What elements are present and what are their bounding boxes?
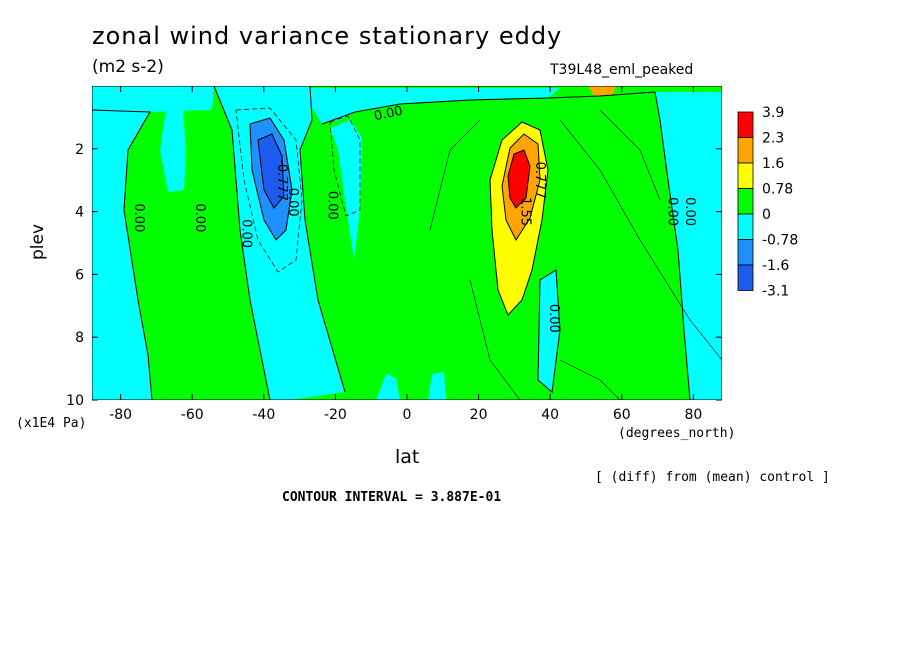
- x-tick-label: -80: [109, 407, 132, 423]
- band-fill-neg1-strip: [300, 88, 560, 124]
- colorbar-swatch: [737, 188, 754, 215]
- y-tick-label: 2: [75, 142, 84, 158]
- x-axis-label: lat: [395, 446, 420, 468]
- contour-label: 0.00: [324, 191, 339, 220]
- contour-field: [92, 86, 722, 400]
- colorbar-swatch: [737, 239, 754, 266]
- contour-interval: CONTOUR INTERVAL = 3.887E-01: [282, 490, 502, 505]
- x-tick-label: 80: [684, 407, 702, 423]
- difference-note: [ (diff) from (mean) control ]: [595, 470, 830, 485]
- contour-label: 1.55: [518, 197, 533, 226]
- contour-label: 0.777: [532, 162, 547, 199]
- y-tick-label: 4: [75, 205, 84, 221]
- contour-label: 0.00: [664, 197, 679, 226]
- colorbar-label: 3.9: [762, 105, 784, 121]
- band-fill-pos1-base: [92, 86, 722, 400]
- colorbar-label: -0.78: [762, 233, 798, 249]
- band-fill-neg3: [258, 134, 284, 208]
- band-fill-pos4: [508, 150, 530, 208]
- colorbar-swatch: [737, 137, 754, 164]
- band-fill-neg1-south: [214, 86, 345, 400]
- colorbar-swatch: [737, 111, 754, 138]
- band-fill-neg1-equator: [376, 372, 446, 400]
- contour-label: -0.777: [274, 159, 289, 201]
- run-label: T39L48_eml_peaked: [550, 62, 694, 78]
- colorbar-swatch: [737, 162, 754, 189]
- chart-units: (m2 s-2): [92, 57, 164, 77]
- y-axis-units: (x1E4 Pa): [16, 416, 87, 431]
- x-ticks: -80 -60 -40 -20 0 20 40 60 80: [109, 86, 702, 423]
- contour-label: 0.00: [192, 203, 207, 232]
- band-fill-neg1-ne: [655, 92, 722, 400]
- colorbar-label: -1.6: [762, 258, 789, 274]
- colorbar-swatch: [737, 213, 754, 240]
- colorbar: 3.9 2.3 1.6 0.78 0 -0.78 -1.6 -3.1: [737, 105, 798, 300]
- band-fill-pos-top: [588, 86, 616, 96]
- colorbar-label: 2.3: [762, 131, 784, 147]
- x-tick-label: 60: [613, 407, 631, 423]
- band-fill-neg1-west: [92, 86, 214, 400]
- y-tick-label: 8: [75, 330, 84, 346]
- y-tick-label: 10: [66, 393, 84, 409]
- x-tick-label: 40: [541, 407, 559, 423]
- colorbar-label: 0.78: [762, 182, 793, 198]
- x-tick-label: 0: [403, 407, 412, 423]
- band-fill-neg1-sw: [160, 96, 186, 192]
- colorbar-label: 1.6: [762, 156, 784, 172]
- contour-label: 0.00: [285, 188, 300, 217]
- x-tick-label: -20: [324, 407, 347, 423]
- x-axis-units: (degrees_north): [618, 426, 736, 441]
- x-tick-label: -60: [181, 407, 204, 423]
- contour-labels: 0.00 0.000.000.00 0.000.000.00 0.000.00-0.7…: [131, 104, 697, 333]
- contour-lines: [92, 86, 691, 400]
- dashed-contour-lines: [235, 107, 361, 273]
- colorbar-label: -3.1: [762, 284, 789, 300]
- x-tick-label: -40: [252, 407, 275, 423]
- chart-title: zonal wind variance stationary eddy: [92, 22, 563, 50]
- colorbar-swatch: [737, 264, 754, 291]
- x-tick-label: 20: [470, 407, 488, 423]
- band-fill-neg1-tropics: [330, 120, 362, 260]
- contour-label: 0.00: [131, 203, 146, 232]
- colorbar-label: 0: [762, 207, 771, 223]
- y-ticks: 2 4 6 8 10: [66, 142, 722, 409]
- y-tick-label: 6: [75, 267, 84, 283]
- contour-label: 0.00: [682, 197, 697, 226]
- contour-label: 0.00: [373, 104, 404, 125]
- band-fill-neg1-ne-tail: [538, 270, 560, 392]
- contour-label: 0.00: [546, 304, 561, 333]
- contour-label: 0.00: [238, 219, 253, 248]
- thin-contour-lines: [429, 109, 722, 400]
